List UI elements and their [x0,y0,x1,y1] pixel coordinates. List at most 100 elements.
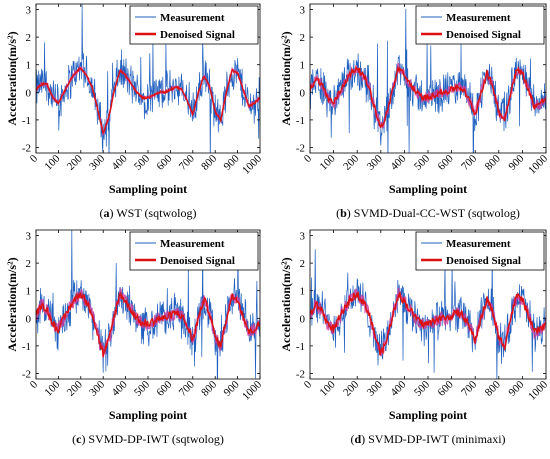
x-tick-label: 400 [388,378,409,399]
x-tick-label: 1000 [240,378,264,402]
x-tick-label: 400 [110,152,131,173]
x-tick-label: 800 [199,378,220,399]
x-tick-label: 800 [483,378,504,399]
y-tick-label: -1 [296,341,305,353]
y-tick-label: -2 [22,142,31,154]
y-axis-label: Acceleration(m/s²) [5,31,19,125]
legend-box [415,5,545,45]
y-tick-label: 1 [300,60,306,72]
y-tick-label: 3 [26,231,32,243]
x-tick-label: 700 [177,378,198,399]
x-tick-label: 500 [132,152,153,173]
x-tick-label: 800 [483,152,504,173]
panel-caption: (c) SVMD-DP-IWT (sqtwolog) [72,432,224,446]
panel-caption: (d) SVMD-DP-IWT (minimaxi) [350,432,505,446]
denoised-line [36,67,260,135]
y-tick-label: -2 [296,368,305,380]
y-tick-label: -1 [22,341,31,353]
x-tick-label: 900 [506,152,527,173]
y-axis-label: Acceleration(m/s²) [5,257,19,351]
legend-measurement-label: Measurement [446,238,511,250]
measurement-line [36,4,260,153]
legend-denoised-label: Denoised Signal [160,29,235,41]
y-tick-label: 2 [26,32,32,44]
x-tick-label: 400 [388,152,409,173]
x-tick-label: 300 [365,378,386,399]
legend-box [129,231,259,271]
x-tick-label: 200 [341,152,362,173]
denoised-line [310,64,546,129]
x-tick-label: 900 [506,378,527,399]
panel-caption: (b) SVMD-Dual-CC-WST (sqtwolog) [336,206,520,220]
legend-box [129,5,259,45]
legend-measurement-label: Measurement [160,238,225,250]
x-axis-label: Sampling point [109,182,187,196]
y-tick-label: 3 [300,5,306,17]
plot-area [36,4,260,153]
y-tick-label: -2 [296,142,305,154]
y-tick-label: 0 [300,313,306,325]
x-tick-label: 100 [42,152,63,173]
x-tick-label: 100 [318,378,339,399]
legend-box [415,231,545,271]
x-tick-label: 1000 [240,152,264,176]
x-tick-label: 800 [199,152,220,173]
x-tick-label: 100 [318,152,339,173]
y-tick-label: 2 [26,258,32,270]
legend: Measurement Denoised Signal [415,231,545,271]
y-tick-label: 1 [26,286,32,298]
y-tick-label: 1 [26,60,32,72]
x-tick-label: 300 [87,378,108,399]
y-tick-label: -1 [22,115,31,127]
y-axis-label: Acceleration(m/s²) [279,31,293,125]
x-tick-label: 900 [222,378,243,399]
measurement-line [310,8,546,153]
x-tick-label: 0 [302,378,315,391]
denoised-line [36,291,260,357]
x-axis-label: Sampling point [109,408,187,422]
legend-denoised-label: Denoised Signal [160,255,235,267]
legend: Measurement Denoised Signal [129,5,259,45]
x-tick-label: 1000 [526,152,550,176]
legend-measurement-label: Measurement [160,12,225,24]
x-tick-label: 600 [436,152,457,173]
x-tick-label: 900 [222,152,243,173]
x-axis-label: Sampling point [389,408,467,422]
x-tick-label: 700 [459,152,480,173]
y-tick-label: 3 [300,231,306,243]
x-tick-label: 700 [459,378,480,399]
x-tick-label: 600 [154,152,175,173]
x-tick-label: 500 [132,378,153,399]
y-tick-label: 2 [300,258,306,270]
y-tick-label: 3 [26,5,32,17]
x-axis-label: Sampling point [389,182,467,196]
y-tick-label: -1 [296,115,305,127]
y-tick-label: 2 [300,32,306,44]
x-tick-label: 200 [65,152,86,173]
x-tick-label: 300 [87,152,108,173]
plot-area [36,230,260,379]
x-tick-label: 600 [436,378,457,399]
x-tick-label: 0 [302,152,315,165]
legend-denoised-label: Denoised Signal [446,255,521,267]
measurement-line [36,230,260,379]
x-tick-label: 100 [42,378,63,399]
panel-caption: (a) WST (sqtwolog) [100,206,197,220]
plot-area [310,8,546,153]
denoised-line [310,291,546,356]
x-tick-label: 700 [177,152,198,173]
y-tick-label: -2 [22,368,31,380]
y-tick-label: 0 [300,87,306,99]
x-tick-label: 500 [412,378,433,399]
y-axis-label: Acceleration(m/s²) [279,257,293,351]
legend-denoised-label: Denoised Signal [446,29,521,41]
legend-measurement-label: Measurement [446,12,511,24]
legend: Measurement Denoised Signal [129,231,259,271]
x-tick-label: 1000 [526,378,550,402]
